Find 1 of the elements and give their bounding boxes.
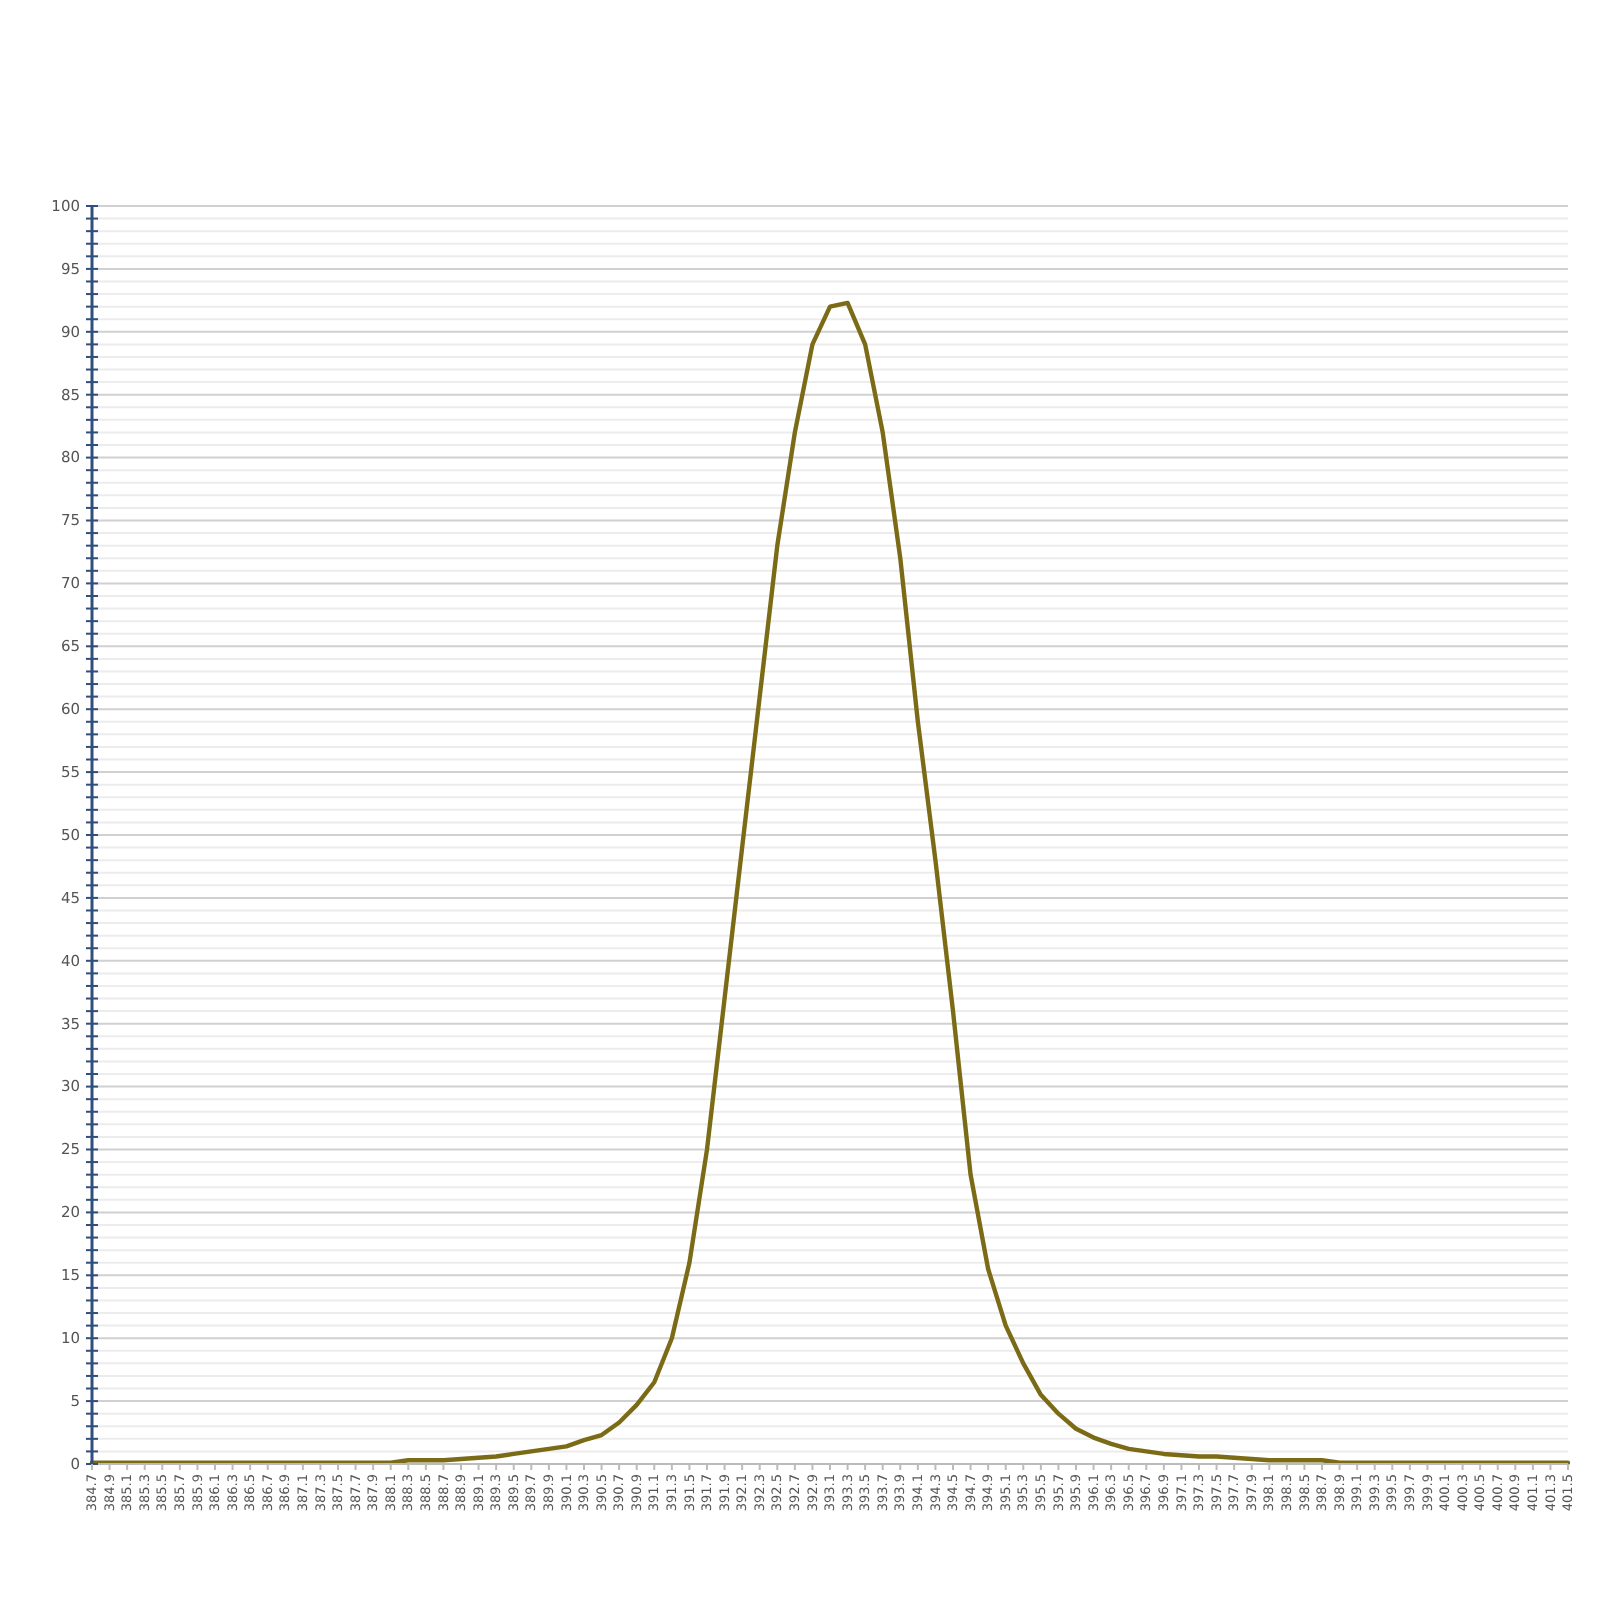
line-series: [89, 300, 1571, 1465]
